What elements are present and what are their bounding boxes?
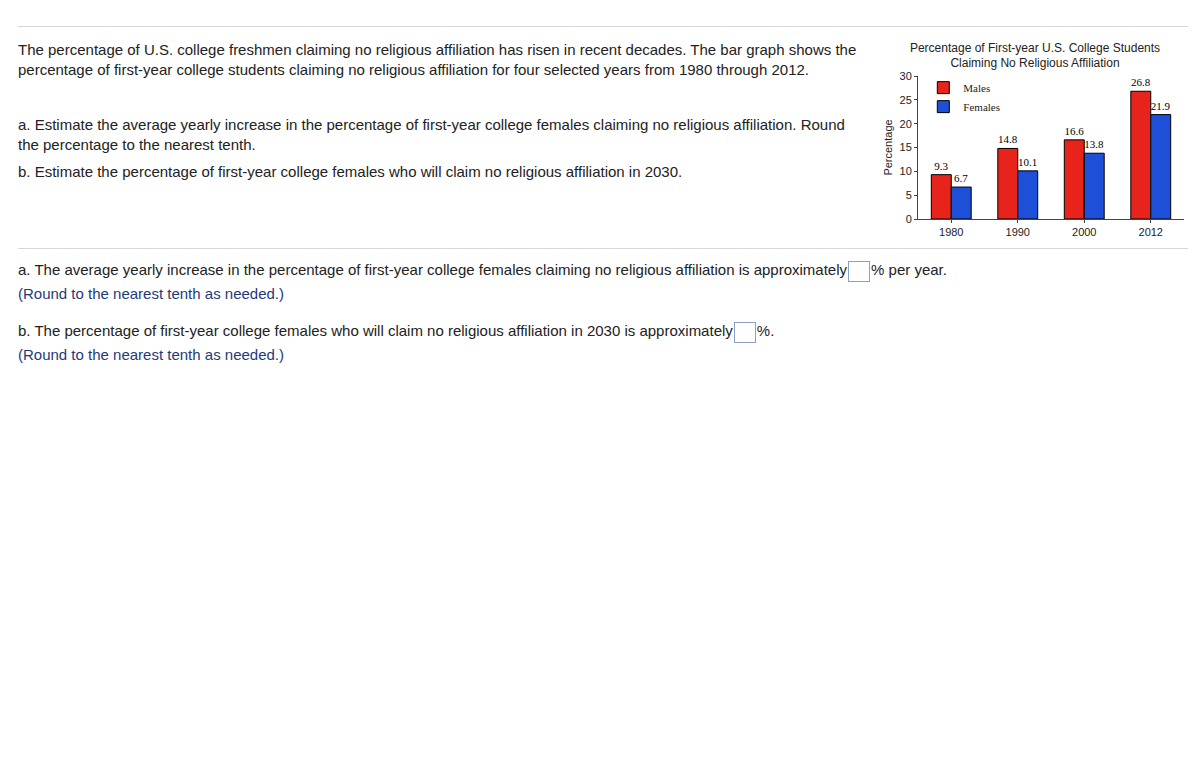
html-text:(Round to the nearest tenth as: (Round to the nearest tenth as needed.): [18, 346, 284, 363]
svg-text:Males: Males: [963, 82, 990, 94]
html-text:b. Estimate the percentage of: b. Estimate the percentage of first-year…: [18, 163, 683, 180]
svg-text:30: 30: [900, 70, 912, 82]
svg-text:15: 15: [900, 141, 912, 153]
svg-text:Females: Females: [963, 101, 1000, 113]
svg-text:Percentage of First-year U.S.: Percentage of First-year U.S. College St…: [910, 41, 1160, 71]
svg-text:10: 10: [900, 165, 912, 177]
svg-text:10.1: 10.1: [1018, 156, 1037, 168]
svg-text:5: 5: [906, 189, 912, 201]
html-text:The percentage of U.S. college: The percentage of U.S. college freshmen …: [18, 41, 857, 78]
html-text:(Round to the nearest tenth as: (Round to the nearest tenth as needed.): [18, 285, 284, 302]
html-text:a. Estimate the average yearly: a. Estimate the average yearly increase …: [18, 116, 845, 153]
svg-text:26.8: 26.8: [1131, 76, 1151, 88]
svg-text:13.8: 13.8: [1084, 138, 1104, 150]
svg-text:16.6: 16.6: [1064, 125, 1084, 137]
svg-text:9.3: 9.3: [934, 160, 948, 172]
svg-text:14.8: 14.8: [998, 133, 1018, 145]
svg-text:1980: 1980: [939, 226, 963, 238]
svg-text:25: 25: [900, 94, 912, 106]
svg-text:1990: 1990: [1006, 226, 1030, 238]
svg-text:0: 0: [906, 213, 912, 225]
svg-text:6.7: 6.7: [954, 172, 968, 184]
html-text:b. The percentage of first-yea: b. The percentage of first-year college …: [18, 322, 733, 339]
svg-text:2012: 2012: [1139, 226, 1163, 238]
html-text:% per year.: % per year.: [871, 261, 947, 278]
svg-text:Percentage: Percentage: [882, 119, 894, 175]
svg-text:20: 20: [900, 118, 912, 130]
svg-text:21.9: 21.9: [1151, 100, 1171, 112]
html-text:a. The average yearly increase: a. The average yearly increase in the pe…: [18, 261, 847, 278]
svg-text:2000: 2000: [1072, 226, 1096, 238]
